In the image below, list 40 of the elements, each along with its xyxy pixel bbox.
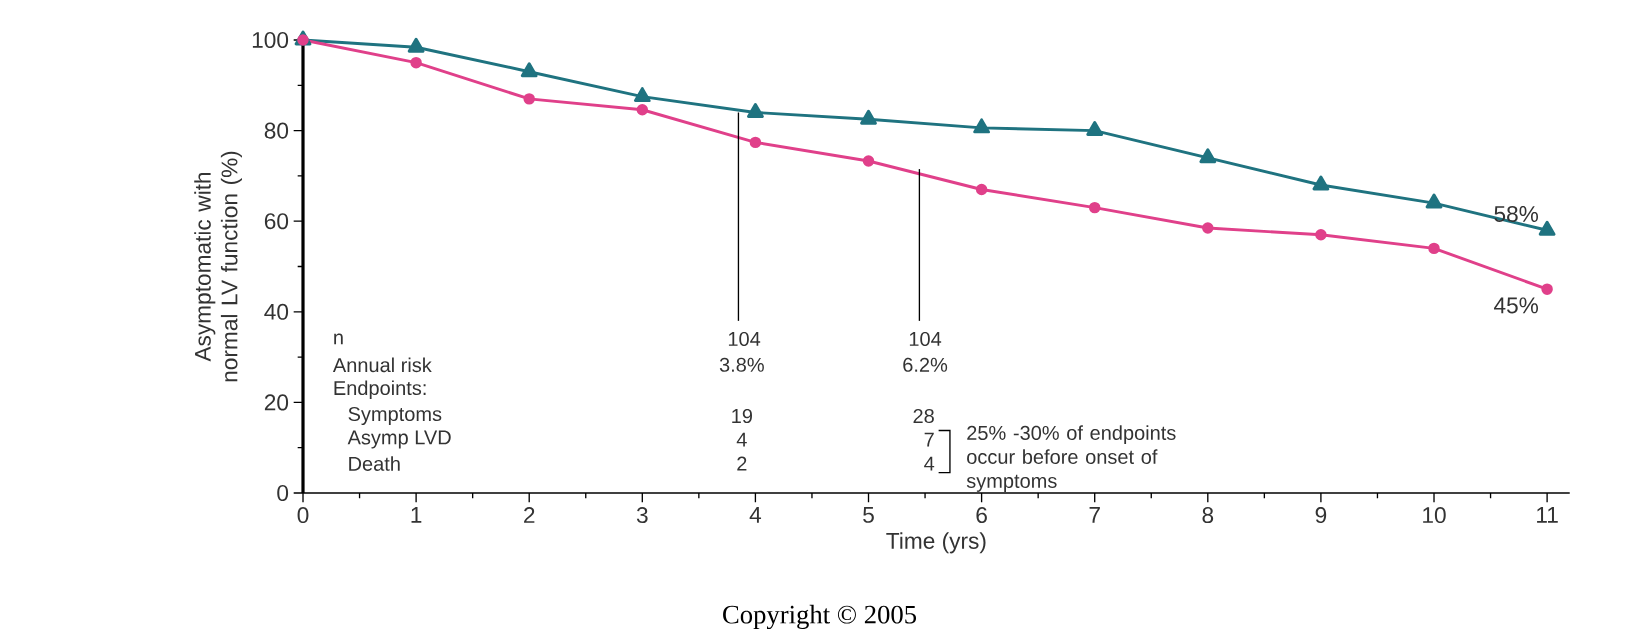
x-tick-label: 6 [976,507,987,524]
y-tick-label: 60 [264,213,289,230]
annotation: 19 [732,408,752,424]
annotation: 104 [728,331,761,347]
y-tick-label: 0 [277,484,289,502]
x-tick-label: 10 [1423,507,1446,524]
annotation: 4 [924,456,935,471]
annotation: 25% -30% of endpoints occur before onset of symptoms [966,425,1176,492]
x-tick-label: 5 [863,507,874,523]
x-tick-label: 9 [1315,507,1327,524]
annotation: Asymp LVD [347,430,451,449]
x-tick-label: 8 [1202,507,1214,524]
x-tick-label: 7 [1089,507,1100,523]
x-tick-label: 3 [636,507,648,524]
annotation: 7 [924,432,934,447]
annotation: 2 [737,456,747,471]
x-tick-label: 2 [524,507,535,523]
annotation: Endpoints: [334,380,426,400]
annotation: 104 [909,331,942,347]
x-tick-label: 0 [297,507,309,524]
data-label: 58% [1494,205,1539,222]
data-label: 45% [1494,297,1539,314]
y-axis-title: Asymptomatic with normal LV function (%) [194,151,242,382]
annotation: 6.2% [903,357,948,372]
x-axis-title: Time (yrs) [886,532,986,554]
x-tick-label: 4 [749,507,762,523]
x-tick-label: 1 [411,507,422,523]
y-tick-label: 80 [264,122,289,139]
annotation: 3.8% [719,357,764,372]
y-tick-label: 40 [264,303,289,320]
annotation: Death [349,456,400,471]
annotation: 28 [913,408,934,424]
annotation: n [334,333,343,345]
y-tick-label: 20 [264,394,289,411]
text: Copyright © 2005 [723,604,917,630]
y-tick-label: 100 [252,31,289,49]
annotation: Symptoms [348,406,442,426]
annotation: 4 [736,432,747,447]
annotation: Annual risk [332,357,432,373]
x-tick-label: 11 [1537,507,1558,523]
